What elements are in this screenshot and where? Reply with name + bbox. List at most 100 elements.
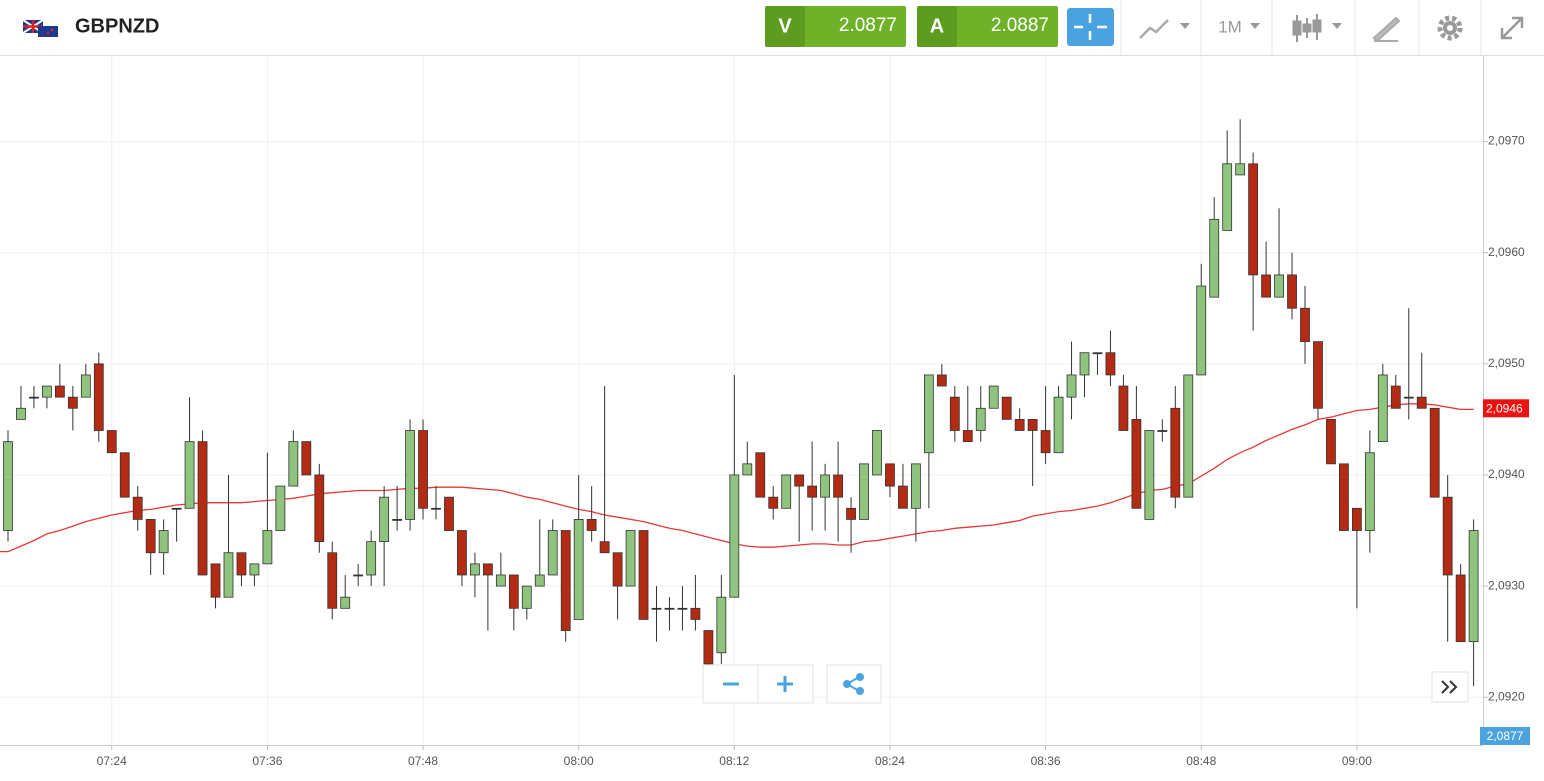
zoom-out-button[interactable] bbox=[702, 664, 759, 704]
candle-body bbox=[885, 463, 895, 487]
x-tick-label: 09:00 bbox=[1342, 754, 1372, 768]
candle-body bbox=[625, 530, 636, 587]
candle-body bbox=[405, 430, 415, 520]
candle-body bbox=[197, 441, 208, 576]
candle-body bbox=[1066, 374, 1077, 398]
candle-body bbox=[1274, 274, 1284, 298]
candle-body bbox=[262, 530, 273, 565]
candle-body bbox=[1222, 163, 1233, 231]
candle-body bbox=[80, 374, 91, 398]
sell-button[interactable]: V 2.0877 bbox=[765, 6, 906, 47]
candle-body bbox=[1105, 352, 1116, 376]
candle-body bbox=[418, 430, 428, 509]
candle-body bbox=[236, 552, 247, 576]
candle-body bbox=[547, 530, 558, 576]
candle-body bbox=[145, 519, 156, 554]
x-tick-label: 08:48 bbox=[1186, 754, 1216, 768]
timeframe-button[interactable]: 1M bbox=[1218, 17, 1260, 36]
candle-body bbox=[677, 607, 688, 610]
candle-body bbox=[1261, 274, 1271, 298]
candle-body bbox=[223, 552, 234, 598]
candle-body bbox=[249, 563, 260, 576]
candle-body bbox=[301, 441, 312, 476]
drawing-tool-button[interactable] bbox=[1372, 16, 1401, 43]
symbol: GBPNZD bbox=[75, 15, 159, 37]
candle-body bbox=[1377, 374, 1388, 443]
candle-body bbox=[1092, 352, 1103, 355]
candle-body bbox=[457, 530, 467, 576]
candle-body bbox=[949, 396, 960, 431]
candle-body bbox=[988, 385, 999, 409]
candle-body bbox=[1468, 530, 1479, 643]
candle-body bbox=[119, 452, 130, 498]
candle-body bbox=[1235, 163, 1246, 176]
price-marker-box bbox=[1483, 399, 1529, 418]
candle-body bbox=[1287, 274, 1297, 309]
candle-body bbox=[936, 374, 947, 387]
x-tick-label: 07:36 bbox=[252, 754, 282, 768]
y-tick-label: 2,0950 bbox=[1488, 356, 1525, 370]
candle-body bbox=[1027, 418, 1038, 431]
scroll-right-button[interactable] bbox=[1431, 671, 1469, 703]
candle-body bbox=[1248, 163, 1259, 276]
x-tick-label: 08:00 bbox=[564, 754, 594, 768]
candle-body bbox=[651, 607, 662, 610]
candle-body bbox=[379, 496, 390, 543]
candle-body bbox=[1455, 574, 1466, 643]
candle-body bbox=[67, 396, 78, 409]
x-tick-label: 07:48 bbox=[408, 754, 438, 768]
candle-body bbox=[1403, 396, 1414, 399]
candle-body bbox=[690, 607, 701, 620]
candle-body bbox=[664, 607, 675, 610]
flag-icon bbox=[22, 19, 58, 37]
share-button[interactable] bbox=[826, 664, 882, 704]
candle-body bbox=[703, 630, 714, 665]
candle-body bbox=[716, 596, 727, 654]
candle-body bbox=[16, 407, 26, 420]
y-tick-label: 2,0970 bbox=[1488, 134, 1525, 148]
x-tick-label: 07:24 bbox=[97, 754, 127, 768]
candle-body bbox=[508, 574, 519, 609]
candle-style-button[interactable] bbox=[1292, 14, 1342, 42]
candle-body bbox=[29, 396, 39, 399]
candle-body bbox=[612, 552, 623, 587]
candle-body bbox=[1313, 341, 1323, 409]
chart-type-button[interactable] bbox=[1139, 19, 1190, 39]
grid-layer bbox=[0, 56, 1488, 750]
candle-body bbox=[911, 463, 921, 509]
candle-body bbox=[975, 407, 986, 431]
candle-body bbox=[1131, 418, 1142, 509]
labels-layer: 2,0920 2,0930 2,0940 2,0950 2,0960 2,0970 07:2… bbox=[97, 134, 1530, 768]
crosshair-button[interactable] bbox=[1067, 8, 1114, 46]
candle-body bbox=[781, 474, 792, 509]
candle-body bbox=[1170, 407, 1181, 498]
candle-body bbox=[859, 463, 869, 520]
buy-button[interactable]: A 2.0887 bbox=[917, 6, 1058, 47]
candle-body bbox=[1040, 430, 1051, 454]
candle-body bbox=[586, 519, 597, 531]
y-tick-label: 2,0920 bbox=[1488, 689, 1525, 703]
buy-label: A bbox=[930, 15, 944, 37]
settings-button[interactable] bbox=[1437, 15, 1463, 41]
fullscreen-button[interactable] bbox=[1500, 16, 1524, 40]
candle-body bbox=[534, 574, 545, 587]
candle-body bbox=[1300, 307, 1310, 343]
candle-body bbox=[171, 507, 182, 510]
candle-body bbox=[962, 430, 973, 443]
candle-body bbox=[366, 541, 377, 576]
candle-body bbox=[54, 385, 65, 398]
candle-body bbox=[158, 530, 169, 554]
candles-layer bbox=[3, 119, 1479, 687]
candle-body bbox=[807, 485, 818, 498]
candle-body bbox=[560, 530, 571, 631]
zoom-in-button[interactable] bbox=[757, 664, 814, 704]
candle-body bbox=[1079, 352, 1090, 376]
candle-body bbox=[1416, 396, 1427, 409]
candle-body bbox=[1326, 418, 1336, 465]
candle-body bbox=[353, 574, 364, 577]
candle-body bbox=[132, 496, 143, 520]
price-marker-label: 2,0946 bbox=[1486, 401, 1523, 415]
candle-body bbox=[1014, 418, 1025, 431]
candle-body bbox=[1157, 430, 1168, 432]
